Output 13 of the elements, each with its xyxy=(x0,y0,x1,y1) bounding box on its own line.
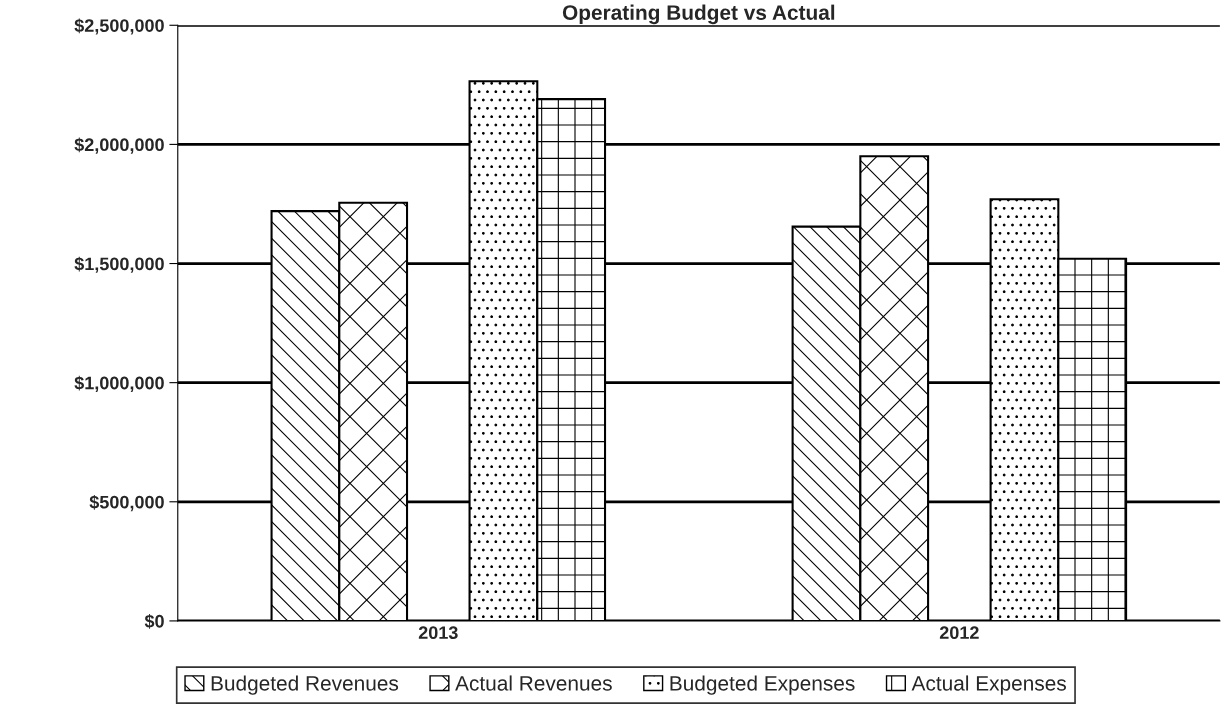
chart-title: Operating Budget vs Actual xyxy=(562,4,835,25)
legend-label: Budgeted Revenues xyxy=(211,675,399,695)
x-tick-label: 2012 xyxy=(939,626,979,640)
legend-label: Budgeted Expenses xyxy=(670,675,855,695)
y-tick-label: $500,000 xyxy=(89,494,164,512)
legend-label: Actual Revenues xyxy=(455,675,612,691)
legend-label: Actual Expenses xyxy=(911,675,1066,695)
y-tick-label: $2,500,000 xyxy=(74,18,164,35)
y-tick-label: $1,500,000 xyxy=(74,256,164,273)
y-tick-label: $0 xyxy=(144,614,164,629)
y-tick-label: $2,000,000 xyxy=(74,137,164,154)
x-tick-label: 2013 xyxy=(418,626,458,640)
y-tick-label: $1,000,000 xyxy=(74,375,164,392)
